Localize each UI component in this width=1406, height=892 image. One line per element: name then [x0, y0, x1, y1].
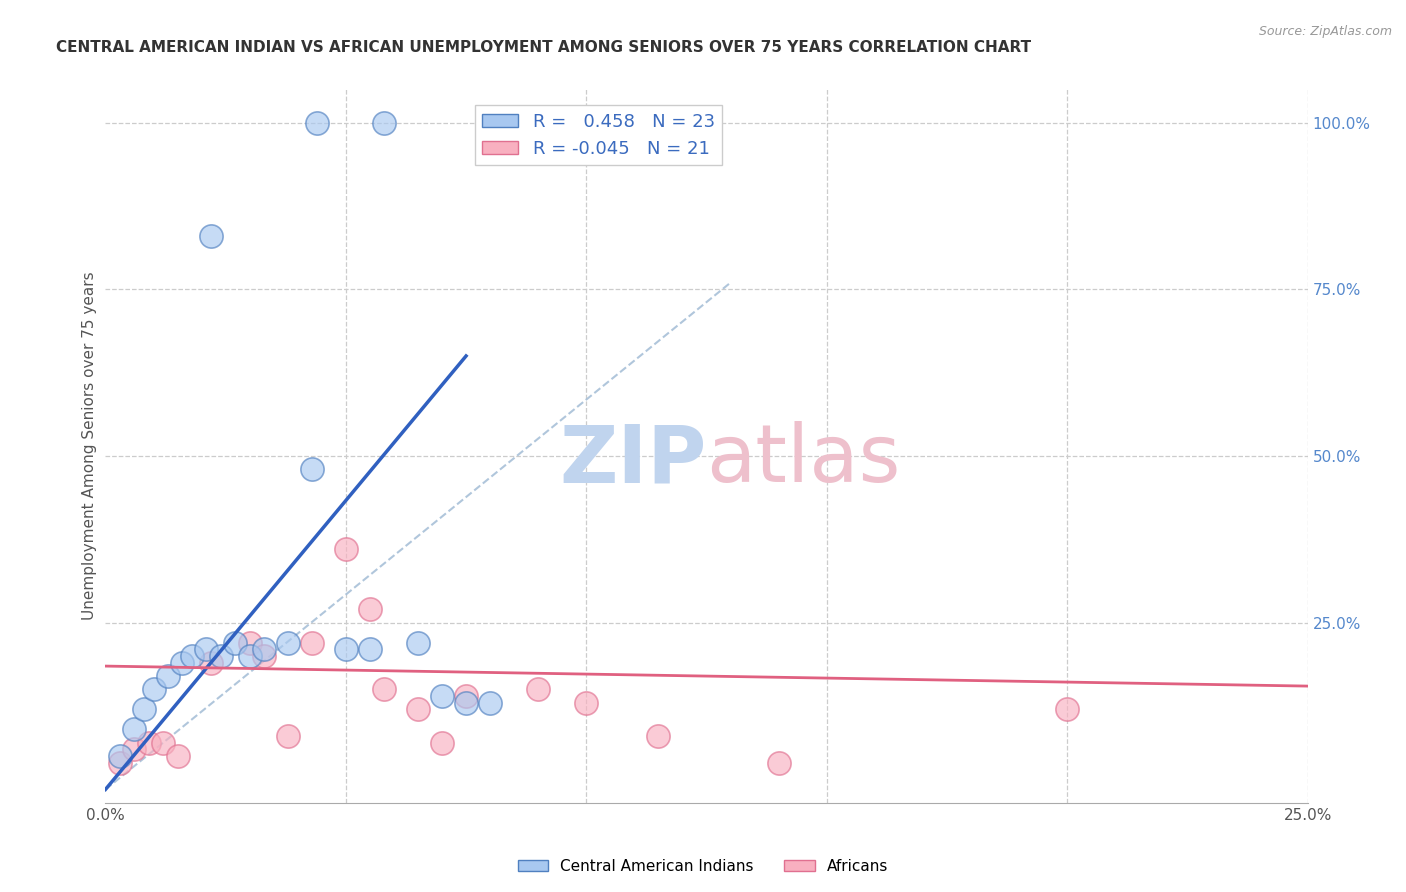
Point — [768, 756, 790, 770]
Point — [156, 669, 179, 683]
Point — [181, 649, 204, 664]
Point — [430, 689, 453, 703]
Point — [195, 642, 218, 657]
Point — [301, 462, 323, 476]
Point — [253, 649, 276, 664]
Point — [301, 636, 323, 650]
Y-axis label: Unemployment Among Seniors over 75 years: Unemployment Among Seniors over 75 years — [82, 272, 97, 620]
Text: ZIP: ZIP — [560, 421, 707, 500]
Point — [430, 736, 453, 750]
Point — [253, 642, 276, 657]
Point — [359, 642, 381, 657]
Point — [305, 115, 328, 129]
Point — [1056, 702, 1078, 716]
Point — [479, 696, 502, 710]
Point — [172, 656, 194, 670]
Point — [166, 749, 188, 764]
Point — [359, 602, 381, 616]
Point — [373, 682, 395, 697]
Point — [335, 542, 357, 557]
Point — [277, 636, 299, 650]
Text: CENTRAL AMERICAN INDIAN VS AFRICAN UNEMPLOYMENT AMONG SENIORS OVER 75 YEARS CORR: CENTRAL AMERICAN INDIAN VS AFRICAN UNEMP… — [56, 40, 1032, 55]
Point — [124, 742, 146, 756]
Text: atlas: atlas — [707, 421, 901, 500]
Point — [647, 729, 669, 743]
Point — [406, 702, 429, 716]
Point — [527, 682, 550, 697]
Text: Source: ZipAtlas.com: Source: ZipAtlas.com — [1258, 25, 1392, 38]
Point — [209, 649, 232, 664]
Point — [152, 736, 174, 750]
Legend: R =   0.458   N = 23, R = -0.045   N = 21: R = 0.458 N = 23, R = -0.045 N = 21 — [475, 105, 723, 165]
Point — [200, 228, 222, 243]
Point — [277, 729, 299, 743]
Point — [454, 696, 477, 710]
Point — [575, 696, 598, 710]
Point — [239, 636, 262, 650]
Point — [335, 642, 357, 657]
Point — [200, 656, 222, 670]
Point — [239, 649, 262, 664]
Point — [138, 736, 160, 750]
Point — [373, 115, 395, 129]
Point — [108, 756, 131, 770]
Point — [108, 749, 131, 764]
Legend: Central American Indians, Africans: Central American Indians, Africans — [512, 853, 894, 880]
Point — [124, 723, 146, 737]
Point — [454, 689, 477, 703]
Point — [406, 636, 429, 650]
Point — [224, 636, 246, 650]
Point — [132, 702, 155, 716]
Point — [142, 682, 165, 697]
